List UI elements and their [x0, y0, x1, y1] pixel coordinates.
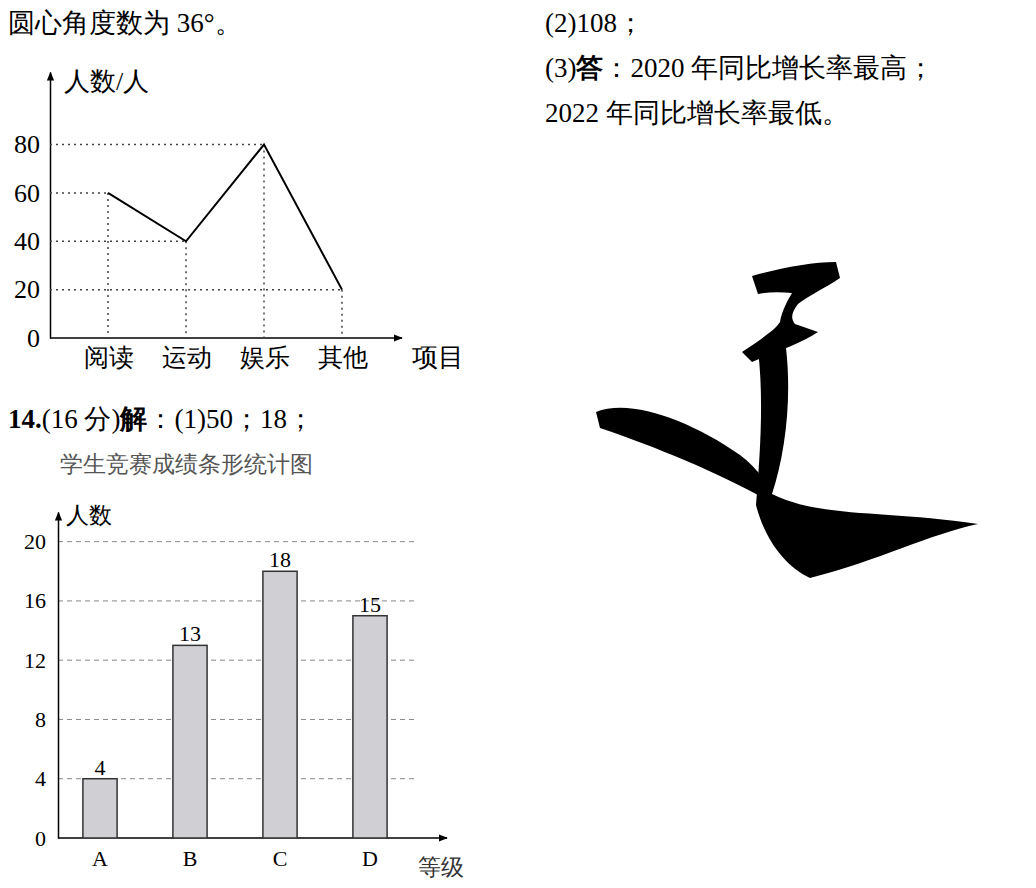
- x-tick: 阅读: [84, 344, 134, 371]
- text-run: (3): [545, 53, 576, 83]
- text-run: ：2020 年同比增长率最高；: [603, 53, 934, 83]
- data-label: 18: [269, 547, 291, 572]
- plot-area: [83, 571, 387, 838]
- guide-vertical: [263, 145, 265, 338]
- x-tick-label: 其他: [318, 344, 368, 371]
- page: 圆心角度数为 36°。 14.(16 分)解：(1)50；18； (2)108； (3…: [0, 0, 1036, 888]
- x-tick-label: 运动: [162, 344, 212, 371]
- x-tick: A: [92, 846, 108, 871]
- y-axis-line: [50, 73, 52, 339]
- y-tick: 20: [24, 529, 58, 554]
- guide-horizontal: [50, 144, 264, 146]
- x-tick-label: 阅读: [84, 344, 134, 371]
- bar: [263, 571, 297, 838]
- y-tick-label: 80: [14, 130, 40, 159]
- text: (2)108；: [545, 8, 644, 38]
- chart-title: 学生竞赛成绩条形统计图: [60, 452, 313, 477]
- y-axis: 0 4 8 12 16 20: [24, 513, 59, 851]
- x-axis: A B C D: [92, 846, 378, 871]
- text-run: ：(1)50；18；: [147, 404, 313, 434]
- x-axis: 阅读 运动 娱乐 其他: [84, 344, 368, 371]
- y-axis-line: [58, 513, 60, 839]
- y-tick-label: 12: [24, 648, 46, 673]
- guide-vertical: [107, 193, 109, 338]
- y-tick-label: 20: [14, 275, 40, 304]
- x-tick-label: A: [92, 846, 108, 871]
- y-tick: 60: [14, 179, 50, 208]
- y-tick: 16: [24, 588, 58, 613]
- glyph-stroke: [742, 262, 840, 362]
- line-chart: 0 20 40 60 80 阅读 运动 娱乐 其他 人数/人项目: [14, 67, 464, 372]
- text: 圆心角度数为 36°。: [8, 8, 242, 38]
- x-tick-label: D: [362, 846, 378, 871]
- bar: [83, 779, 117, 838]
- text-run: 解: [119, 404, 147, 434]
- data-label: 4: [95, 755, 106, 780]
- text-run: 答: [575, 53, 603, 83]
- x-tick: C: [273, 846, 288, 871]
- x-tick: 娱乐: [240, 344, 290, 371]
- guide-vertical: [341, 290, 343, 338]
- x-tick-label: C: [273, 846, 288, 871]
- y-tick-label: 0: [27, 324, 40, 353]
- x-tick: 其他: [318, 344, 368, 371]
- y-tick: 20: [14, 275, 50, 304]
- data-labels: 4 13 18 15: [95, 547, 382, 779]
- x-axis-line: [50, 337, 402, 339]
- y-axis: 0 20 40 60 80: [14, 73, 51, 353]
- plot-area: [50, 145, 342, 338]
- x-tick-label: 娱乐: [240, 344, 290, 371]
- text-line: (3)答：2020 年同比增长率最高；: [545, 53, 934, 83]
- question-line: 14.(16 分)解：(1)50；18；: [8, 404, 314, 434]
- calligraphy: [596, 262, 978, 578]
- glyph-stroke: [596, 408, 776, 505]
- glyph-stroke: [756, 348, 978, 578]
- data-label: 15: [359, 592, 381, 617]
- guide-vertical: [185, 241, 187, 338]
- y-tick-label: 20: [24, 529, 46, 554]
- y-axis-title: 人数: [66, 503, 112, 528]
- grid-line: [58, 541, 415, 542]
- x-tick: D: [362, 846, 378, 871]
- y-tick: 0: [27, 324, 50, 353]
- y-tick-label: 16: [24, 588, 46, 613]
- x-tick-label: B: [183, 846, 198, 871]
- bar: [353, 616, 387, 838]
- y-tick-label: 40: [14, 227, 40, 256]
- guide-horizontal: [50, 289, 342, 291]
- y-tick: 12: [24, 648, 58, 673]
- y-axis-title: 人数/人: [64, 67, 149, 96]
- text-run: (16 分): [42, 404, 121, 434]
- bar: [173, 645, 207, 838]
- x-axis-title: 项目: [412, 343, 464, 372]
- bar-chart: 学生竞赛成绩条形统计图 0 4 8 12 16 20 A B C D 人数等级 4 13 18 15: [24, 452, 464, 880]
- data-label: 13: [179, 621, 201, 646]
- y-tick-label: 0: [35, 826, 46, 851]
- y-tick: 40: [14, 227, 50, 256]
- x-tick: 运动: [162, 344, 212, 371]
- text: 2022 年同比增长率最低。: [545, 98, 849, 128]
- y-tick-label: 4: [35, 766, 46, 791]
- guide-horizontal: [50, 241, 186, 243]
- y-tick: 0: [35, 826, 58, 851]
- x-tick: B: [183, 846, 198, 871]
- x-axis-title: 等级: [418, 855, 464, 880]
- y-tick: 8: [35, 707, 58, 732]
- y-tick-label: 8: [35, 707, 46, 732]
- text-run: 14.: [8, 404, 42, 434]
- data-line: [108, 145, 342, 290]
- y-tick-label: 60: [14, 179, 40, 208]
- y-tick: 80: [14, 130, 50, 159]
- guide-horizontal: [50, 192, 108, 194]
- y-tick: 4: [35, 766, 58, 791]
